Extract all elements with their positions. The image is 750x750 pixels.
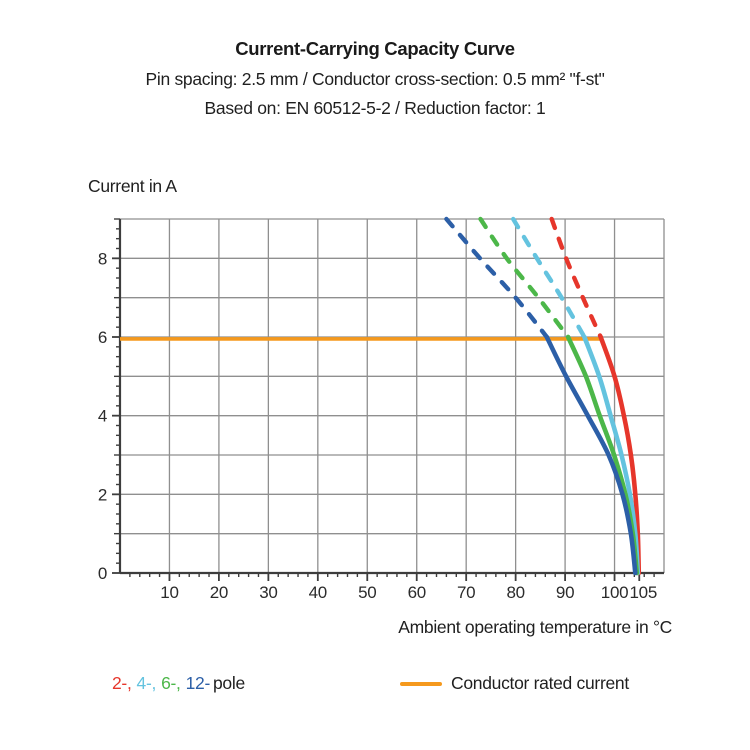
y-tick-labels: 0 2 4 6 8 bbox=[98, 249, 107, 583]
capacity-curve-chart: 10 20 30 40 50 60 70 80 90 100 105 0 2 4 6 8 bbox=[98, 216, 665, 602]
x-tick-label-90: 90 bbox=[556, 583, 574, 602]
rated-current-swatch-line bbox=[400, 681, 442, 686]
x-axis-title: Ambient operating temperature in °C bbox=[398, 617, 672, 637]
x-tick-label-10: 10 bbox=[160, 583, 178, 602]
curve-6-pole-dashed bbox=[478, 216, 571, 340]
legend-pole-4: 4-, bbox=[136, 673, 157, 693]
axis-ticks bbox=[112, 218, 655, 581]
legend-pole-suffix: pole bbox=[213, 673, 245, 693]
y-tick-label-4: 4 bbox=[98, 407, 107, 426]
x-tick-label-20: 20 bbox=[210, 583, 228, 602]
x-tick-label-100: 100 bbox=[601, 583, 628, 602]
gridlines bbox=[120, 219, 664, 573]
curve-6-pole bbox=[478, 216, 640, 576]
curve-12-pole bbox=[444, 216, 638, 576]
y-tick-label-0: 0 bbox=[98, 564, 107, 583]
x-tick-label-70: 70 bbox=[457, 583, 475, 602]
y-tick-label-6: 6 bbox=[98, 328, 107, 347]
curve-4-pole-dashed bbox=[511, 216, 587, 340]
curve-12-pole-solid bbox=[544, 334, 638, 576]
y-tick-label-2: 2 bbox=[98, 485, 107, 504]
axis-spines bbox=[118, 219, 664, 575]
chart-basis-line: Based on: EN 60512-5-2 / Reduction facto… bbox=[204, 98, 546, 118]
y-axis-title: Current in A bbox=[88, 176, 177, 196]
x-tick-label-80: 80 bbox=[506, 583, 524, 602]
chart-header: Current-Carrying Capacity Curve Pin spac… bbox=[0, 38, 750, 119]
curve-12-pole-dashed bbox=[444, 216, 549, 340]
curve-4-pole-solid bbox=[582, 334, 641, 576]
curve-2-pole-solid bbox=[598, 334, 642, 576]
x-tick-label-105: 105 bbox=[630, 583, 657, 602]
rated-current-label: Conductor rated current bbox=[451, 673, 629, 693]
plot-border bbox=[120, 218, 665, 573]
legend-pole-12: 12- bbox=[185, 673, 211, 693]
x-tick-label-60: 60 bbox=[408, 583, 426, 602]
x-tick-label-50: 50 bbox=[358, 583, 376, 602]
curve-4-pole bbox=[511, 216, 641, 576]
chart-subtitle: Pin spacing: 2.5 mm / Conductor cross-se… bbox=[145, 69, 605, 89]
x-tick-label-40: 40 bbox=[309, 583, 327, 602]
y-tick-label-8: 8 bbox=[98, 249, 107, 268]
curve-2-pole-dashed bbox=[549, 216, 603, 340]
curve-2-pole bbox=[549, 216, 642, 576]
chart-title: Current-Carrying Capacity Curve bbox=[235, 38, 515, 59]
legend-poles: 2-, 4-, 6-, 12- pole bbox=[112, 673, 245, 694]
legend-rated-current: Conductor rated current bbox=[400, 673, 629, 694]
legend-pole-2: 2-, bbox=[112, 673, 132, 693]
legend-pole-6: 6-, bbox=[161, 673, 181, 693]
x-tick-label-30: 30 bbox=[259, 583, 277, 602]
x-tick-labels: 10 20 30 40 50 60 70 80 90 100 105 bbox=[160, 583, 657, 602]
